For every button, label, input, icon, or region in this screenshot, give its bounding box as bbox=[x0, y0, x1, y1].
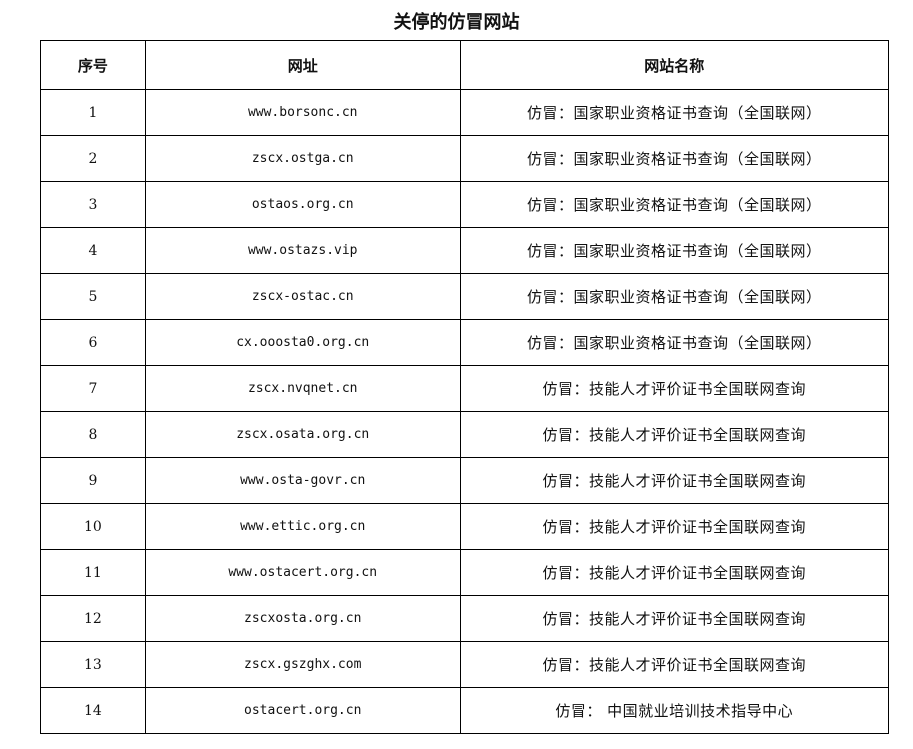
cell-url: zscx.ostga.cn bbox=[144, 135, 461, 182]
table-row: 8 zscx.osata.org.cn 仿冒：技能人才评价证书全国联网查询 bbox=[40, 411, 890, 458]
cell-index: 2 bbox=[40, 135, 146, 182]
table-row: 10 www.ettic.org.cn 仿冒：技能人才评价证书全国联网查询 bbox=[40, 503, 890, 550]
cell-index: 9 bbox=[40, 457, 146, 504]
cell-index: 10 bbox=[40, 503, 146, 550]
cell-url: zscx.osata.org.cn bbox=[144, 411, 461, 458]
cell-url: ostaos.org.cn bbox=[144, 181, 461, 228]
header-site-name: 网站名称 bbox=[459, 40, 890, 90]
cell-name: 仿冒：技能人才评价证书全国联网查询 bbox=[459, 457, 890, 504]
cell-index: 4 bbox=[40, 227, 146, 274]
cell-url: www.ettic.org.cn bbox=[144, 503, 461, 550]
cell-name: 仿冒：技能人才评价证书全国联网查询 bbox=[459, 595, 890, 642]
cell-index: 5 bbox=[40, 273, 146, 320]
table-row: 1 www.borsonc.cn 仿冒：国家职业资格证书查询（全国联网） bbox=[40, 89, 890, 136]
cell-name: 仿冒： 中国就业培训技术指导中心 bbox=[459, 687, 890, 734]
cell-url: www.osta-govr.cn bbox=[144, 457, 461, 504]
cell-url: ostacert.org.cn bbox=[144, 687, 461, 734]
cell-name: 仿冒：技能人才评价证书全国联网查询 bbox=[459, 549, 890, 596]
cell-name: 仿冒：技能人才评价证书全国联网查询 bbox=[459, 411, 890, 458]
cell-index: 1 bbox=[40, 89, 146, 136]
cell-name: 仿冒：技能人才评价证书全国联网查询 bbox=[459, 641, 890, 688]
cell-name: 仿冒：国家职业资格证书查询（全国联网） bbox=[459, 319, 890, 366]
cell-name: 仿冒：国家职业资格证书查询（全国联网） bbox=[459, 227, 890, 274]
cell-name: 仿冒：技能人才评价证书全国联网查询 bbox=[459, 503, 890, 550]
table-row: 3 ostaos.org.cn 仿冒：国家职业资格证书查询（全国联网） bbox=[40, 181, 890, 228]
table-row: 14 ostacert.org.cn 仿冒： 中国就业培训技术指导中心 bbox=[40, 687, 890, 734]
cell-name: 仿冒：国家职业资格证书查询（全国联网） bbox=[459, 181, 890, 228]
table-row: 4 www.ostazs.vip 仿冒：国家职业资格证书查询（全国联网） bbox=[40, 227, 890, 274]
table-row: 5 zscx-ostac.cn 仿冒：国家职业资格证书查询（全国联网） bbox=[40, 273, 890, 320]
table-row: 7 zscx.nvqnet.cn 仿冒：技能人才评价证书全国联网查询 bbox=[40, 365, 890, 412]
cell-index: 14 bbox=[40, 687, 146, 734]
cell-index: 13 bbox=[40, 641, 146, 688]
cell-name: 仿冒：国家职业资格证书查询（全国联网） bbox=[459, 135, 890, 182]
cell-url: www.ostazs.vip bbox=[144, 227, 461, 274]
cell-url: zscx.gszghx.com bbox=[144, 641, 461, 688]
table-row: 9 www.osta-govr.cn 仿冒：技能人才评价证书全国联网查询 bbox=[40, 457, 890, 504]
cell-index: 11 bbox=[40, 549, 146, 596]
table-row: 12 zscxosta.org.cn 仿冒：技能人才评价证书全国联网查询 bbox=[40, 595, 890, 642]
fake-sites-table: 序号 网址 网站名称 1 www.borsonc.cn 仿冒：国家职业资格证书查询（… bbox=[40, 40, 890, 734]
cell-url: zscxosta.org.cn bbox=[144, 595, 461, 642]
cell-url: zscx-ostac.cn bbox=[144, 273, 461, 320]
cell-index: 8 bbox=[40, 411, 146, 458]
cell-url: zscx.nvqnet.cn bbox=[144, 365, 461, 412]
cell-url: www.ostacert.org.cn bbox=[144, 549, 461, 596]
table-row: 2 zscx.ostga.cn 仿冒：国家职业资格证书查询（全国联网） bbox=[40, 135, 890, 182]
table-row: 6 cx.ooosta0.org.cn 仿冒：国家职业资格证书查询（全国联网） bbox=[40, 319, 890, 366]
cell-name: 仿冒：国家职业资格证书查询（全国联网） bbox=[459, 273, 890, 320]
cell-name: 仿冒：技能人才评价证书全国联网查询 bbox=[459, 365, 890, 412]
cell-index: 6 bbox=[40, 319, 146, 366]
table-row: 13 zscx.gszghx.com 仿冒：技能人才评价证书全国联网查询 bbox=[40, 641, 890, 688]
table-row: 11 www.ostacert.org.cn 仿冒：技能人才评价证书全国联网查询 bbox=[40, 549, 890, 596]
cell-url: www.borsonc.cn bbox=[144, 89, 461, 136]
cell-index: 12 bbox=[40, 595, 146, 642]
page-title: 关停的仿冒网站 bbox=[393, 12, 520, 33]
cell-url: cx.ooosta0.org.cn bbox=[144, 319, 461, 366]
cell-name: 仿冒：国家职业资格证书查询（全国联网） bbox=[459, 89, 890, 136]
header-url: 网址 bbox=[144, 40, 461, 90]
table-header: 序号 网址 网站名称 bbox=[40, 40, 890, 90]
cell-index: 3 bbox=[40, 181, 146, 228]
cell-index: 7 bbox=[40, 365, 146, 412]
header-index: 序号 bbox=[40, 40, 146, 90]
